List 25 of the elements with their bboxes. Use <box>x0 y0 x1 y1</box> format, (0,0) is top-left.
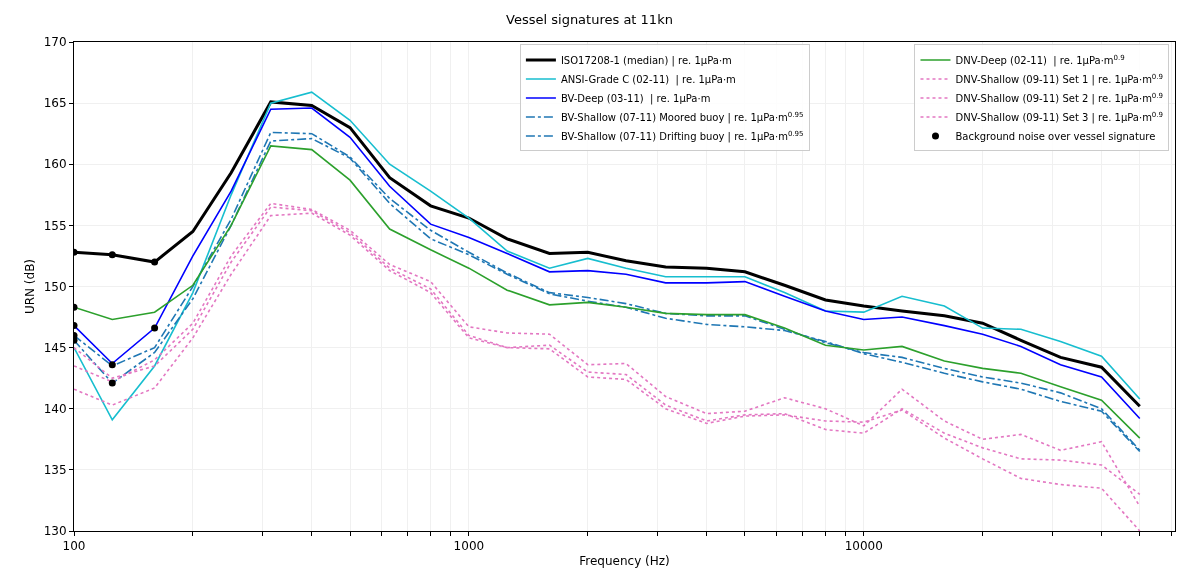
legend-label: ANSI-Grade C (02-11) | re. 1μPa·m <box>560 73 736 86</box>
y-tick-label: 170 <box>43 35 67 50</box>
legend-label: DNV-Shallow (09-11) Set 2 | re. 1μPa·m$^{0.9}$ <box>955 91 1164 105</box>
y-tick-label: 135 <box>43 463 67 478</box>
x-tick-label: 1000 <box>453 539 485 554</box>
y-tick-label: 150 <box>43 279 67 294</box>
y-tick-label: 145 <box>43 340 67 355</box>
x-tick-label: 100 <box>62 539 86 554</box>
legend-label: Background noise over vessel signature <box>955 130 1156 142</box>
y-tick-label: 155 <box>43 218 67 233</box>
legend-label: DNV-Shallow (09-11) Set 3 | re. 1μPa·m$^{0.9}$ <box>955 110 1164 124</box>
y-tick-label: 140 <box>43 401 67 416</box>
legend-label: BV-Shallow (07-11) Moored buoy | re. 1μPa·m$^{0.95}$ <box>560 110 804 124</box>
legend-label: BV-Deep (03-11) | re. 1μPa·m <box>560 92 711 105</box>
y-axis-title: URN (dB) <box>22 258 37 315</box>
y-tick-label: 165 <box>43 96 67 111</box>
y-tick-label: 130 <box>43 524 67 539</box>
y-tick-label: 160 <box>43 157 67 172</box>
chart-title: Vessel signatures at 11kn <box>506 11 673 27</box>
x-tick-label: 10000 <box>844 539 883 554</box>
legend-label: DNV-Deep (02-11) | re. 1μPa·m$^{0.9}$ <box>955 53 1125 67</box>
legend-label: ISO17208-1 (median) | re. 1μPa·m <box>560 54 732 67</box>
legend-label: DNV-Shallow (09-11) Set 1 | re. 1μPa·m$^{0.9}$ <box>955 72 1164 86</box>
x-axis-title: Frequency (Hz) <box>579 554 670 569</box>
legend-label: BV-Shallow (07-11) Drifting buoy | re. 1μPa·m$^{0.95}$ <box>560 129 804 143</box>
